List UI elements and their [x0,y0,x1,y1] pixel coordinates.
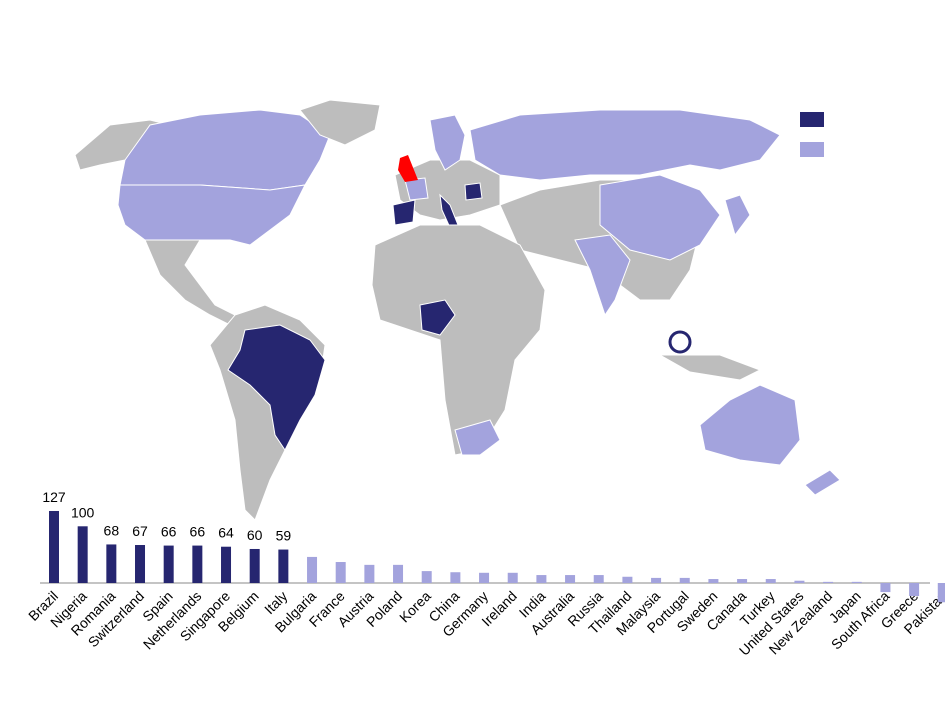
map-land [227,324,326,451]
data-label: 66 [190,524,206,540]
bar [794,580,805,583]
bar [937,583,945,603]
bar [479,572,490,583]
map-land [804,469,841,496]
map-land [429,114,466,171]
map-land [724,194,751,237]
bar [851,581,862,583]
legend-swatch [800,112,824,127]
map-land [464,182,483,201]
map-land [419,299,456,336]
data-label: 59 [276,528,292,544]
bar [49,510,59,583]
world-map [74,99,841,521]
bar [192,545,203,583]
map-land [299,99,381,146]
bar [135,545,146,583]
map-land [371,224,546,456]
bar [278,549,289,583]
data-label: 100 [71,504,95,520]
bar [307,556,318,583]
bar [593,575,604,583]
data-label: 60 [247,527,263,543]
bar [765,579,776,583]
legend [800,112,824,157]
bar [421,571,432,583]
map-land [144,239,236,326]
legend-swatch [800,142,824,157]
bar [507,572,518,583]
data-label: 68 [104,522,120,538]
bar [77,526,88,583]
bar [221,546,232,583]
bar [823,581,834,583]
bar [536,575,547,583]
map-land [658,354,762,381]
map-land [404,177,429,201]
map-land [469,109,781,181]
bar [249,548,260,583]
bar [708,579,719,583]
data-label: 67 [132,523,148,539]
bar [106,544,117,583]
bar [163,545,174,583]
bar [737,579,748,583]
bar [651,577,662,583]
map-land [454,419,501,456]
x-tick-label: Korea [396,588,434,626]
bar [565,575,576,583]
map-land-highlight [398,155,418,182]
map-land [599,174,721,261]
bar [679,577,690,583]
bar [909,583,920,597]
bar [450,572,461,583]
bar [880,583,891,593]
map-highlight-circle [668,330,692,354]
bar [335,562,346,583]
map-land [392,199,416,226]
bar [393,564,404,583]
map-land [574,234,631,317]
data-label: 127 [42,489,66,505]
map-land [699,384,801,466]
bar [622,576,633,583]
bar [364,564,375,583]
data-label: 66 [161,524,177,540]
map-land [117,184,306,246]
data-label: 64 [218,525,234,541]
